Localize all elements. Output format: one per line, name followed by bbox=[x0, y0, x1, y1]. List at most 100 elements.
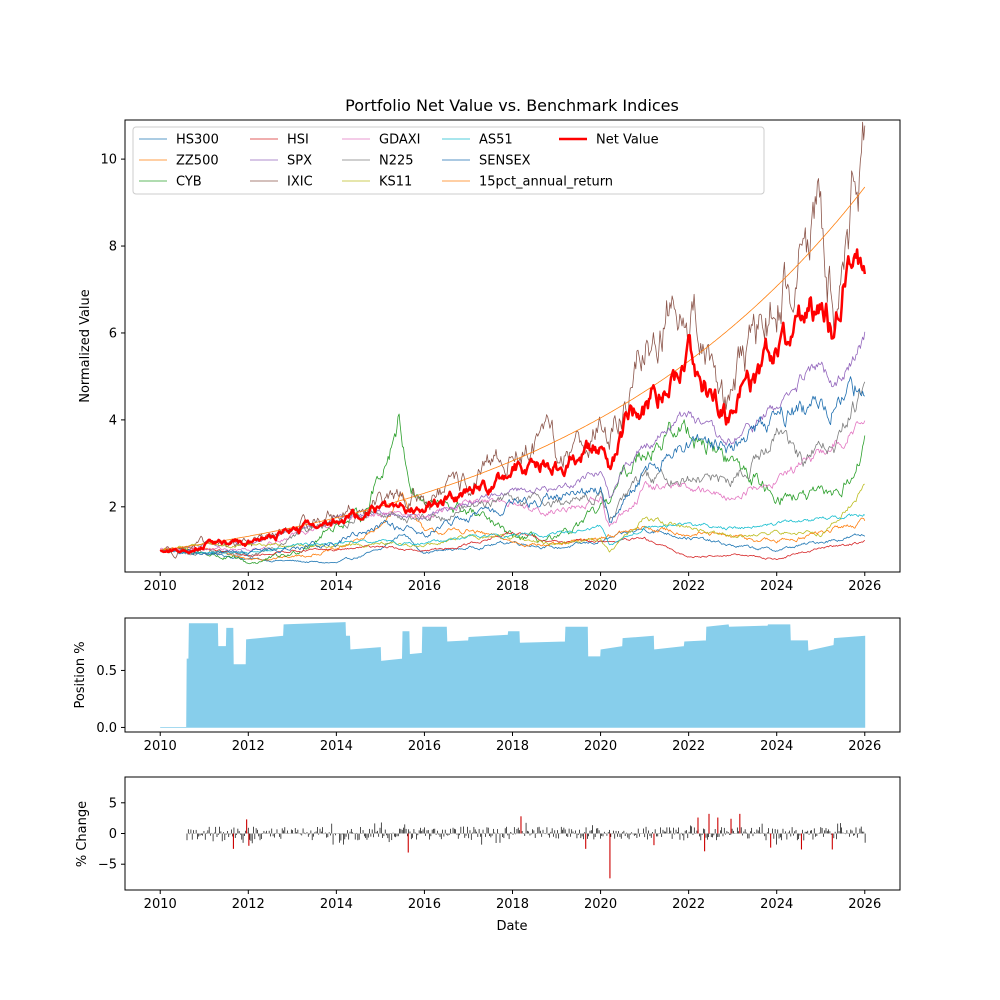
change-bar bbox=[478, 828, 480, 834]
change-bar bbox=[332, 833, 334, 845]
main-x-tick-label: 2024 bbox=[760, 579, 793, 594]
change-bar bbox=[825, 828, 827, 834]
change-bar bbox=[405, 828, 407, 834]
change-bar bbox=[504, 828, 506, 834]
change-bar bbox=[264, 832, 266, 834]
change-bar bbox=[438, 833, 440, 835]
change-bar-large bbox=[831, 833, 833, 850]
change-bar bbox=[435, 833, 437, 835]
change-bar bbox=[824, 830, 826, 834]
change-bar bbox=[283, 830, 284, 834]
change-bar bbox=[562, 829, 563, 834]
change-bar bbox=[687, 833, 689, 839]
change-bar bbox=[206, 832, 207, 834]
change-bar bbox=[311, 833, 313, 841]
change-bar bbox=[813, 828, 815, 834]
change-bar bbox=[323, 833, 325, 835]
change-bar bbox=[457, 833, 459, 839]
change-bar bbox=[220, 831, 222, 834]
change-bar bbox=[740, 827, 742, 834]
change-bar bbox=[679, 833, 681, 840]
change-bar bbox=[382, 833, 383, 838]
change-bar bbox=[545, 833, 546, 835]
change-bar bbox=[310, 830, 312, 834]
change-bar bbox=[319, 828, 321, 834]
change-bar bbox=[476, 831, 477, 834]
change-bar bbox=[189, 833, 190, 835]
change-bar bbox=[828, 829, 829, 834]
change-bar bbox=[743, 831, 745, 834]
change-bar bbox=[388, 833, 390, 843]
change-bar bbox=[714, 829, 716, 834]
change-bar bbox=[477, 833, 479, 837]
change-bar bbox=[564, 829, 566, 834]
change-bar bbox=[335, 833, 337, 836]
main-x-tick-label: 2010 bbox=[144, 579, 177, 594]
change-bar bbox=[306, 832, 308, 834]
change-bar bbox=[236, 833, 237, 835]
legend-label-n225: N225 bbox=[379, 154, 414, 169]
change-bar-large bbox=[704, 833, 706, 852]
main-y-tick-label: 2 bbox=[109, 500, 117, 515]
change-bar bbox=[254, 833, 256, 840]
change-bar bbox=[787, 832, 789, 834]
change-bar bbox=[810, 830, 811, 834]
change-bar bbox=[550, 831, 552, 834]
change-bar bbox=[584, 832, 586, 834]
change-bar bbox=[266, 830, 267, 834]
change-bar bbox=[391, 833, 393, 841]
change-bar bbox=[676, 832, 678, 834]
change-bar bbox=[524, 833, 526, 836]
change-bar bbox=[603, 831, 605, 834]
position-x-tick-label: 2016 bbox=[408, 739, 441, 754]
change-bar bbox=[198, 833, 200, 837]
change-bar bbox=[258, 833, 260, 837]
change-bar bbox=[684, 830, 686, 834]
change-bar bbox=[341, 833, 343, 835]
change-bar bbox=[793, 833, 794, 836]
position-area bbox=[160, 622, 866, 728]
legend-label-15pct-annual-return: 15pct_annual_return bbox=[479, 175, 613, 190]
change-bar bbox=[674, 833, 676, 835]
main-x-axis: 2010 2012 2014 2016 2018 2020 2022 2024 2026 bbox=[144, 572, 881, 594]
change-bar bbox=[851, 830, 853, 834]
change-bar bbox=[429, 833, 430, 840]
position-y-tick-label: 0.5 bbox=[96, 664, 117, 679]
change-bar bbox=[567, 833, 569, 837]
change-bar bbox=[241, 833, 243, 840]
change-bar bbox=[408, 829, 410, 834]
change-bar bbox=[481, 833, 483, 845]
change-bar bbox=[358, 833, 360, 840]
change-bar bbox=[517, 827, 519, 834]
main-x-tick-label: 2022 bbox=[672, 579, 705, 594]
change-bar bbox=[717, 833, 719, 838]
change-bar bbox=[513, 827, 515, 834]
change-bar bbox=[652, 832, 653, 834]
change-bar bbox=[244, 833, 245, 836]
change-bar bbox=[791, 827, 793, 834]
change-bar bbox=[690, 825, 691, 834]
change-bar bbox=[409, 831, 411, 834]
change-bar bbox=[730, 833, 732, 835]
change-bar bbox=[263, 830, 265, 834]
position-x-tick-label: 2010 bbox=[144, 739, 177, 754]
change-bar bbox=[470, 833, 472, 840]
change-x-axis: 2010 2012 2014 2016 2018 2020 2022 2024 2026 bbox=[144, 890, 881, 912]
main-y-axis: 2 4 6 8 10 bbox=[100, 153, 125, 515]
change-bar bbox=[751, 827, 753, 834]
change-bar bbox=[399, 828, 400, 834]
change-bar bbox=[736, 827, 738, 834]
change-bar bbox=[837, 823, 839, 834]
position-y-tick-label: 0.0 bbox=[96, 721, 117, 736]
position-x-tick-label: 2020 bbox=[584, 739, 617, 754]
main-x-tick-label: 2020 bbox=[584, 579, 617, 594]
change-bar bbox=[300, 833, 301, 835]
change-bar bbox=[450, 828, 451, 834]
change-bar bbox=[622, 832, 623, 834]
change-bar-large bbox=[609, 833, 611, 879]
change-bar bbox=[654, 829, 656, 834]
position-x-tick-label: 2014 bbox=[320, 739, 353, 754]
change-bar bbox=[617, 833, 618, 837]
change-bar bbox=[281, 828, 283, 834]
change-bar bbox=[598, 830, 600, 834]
